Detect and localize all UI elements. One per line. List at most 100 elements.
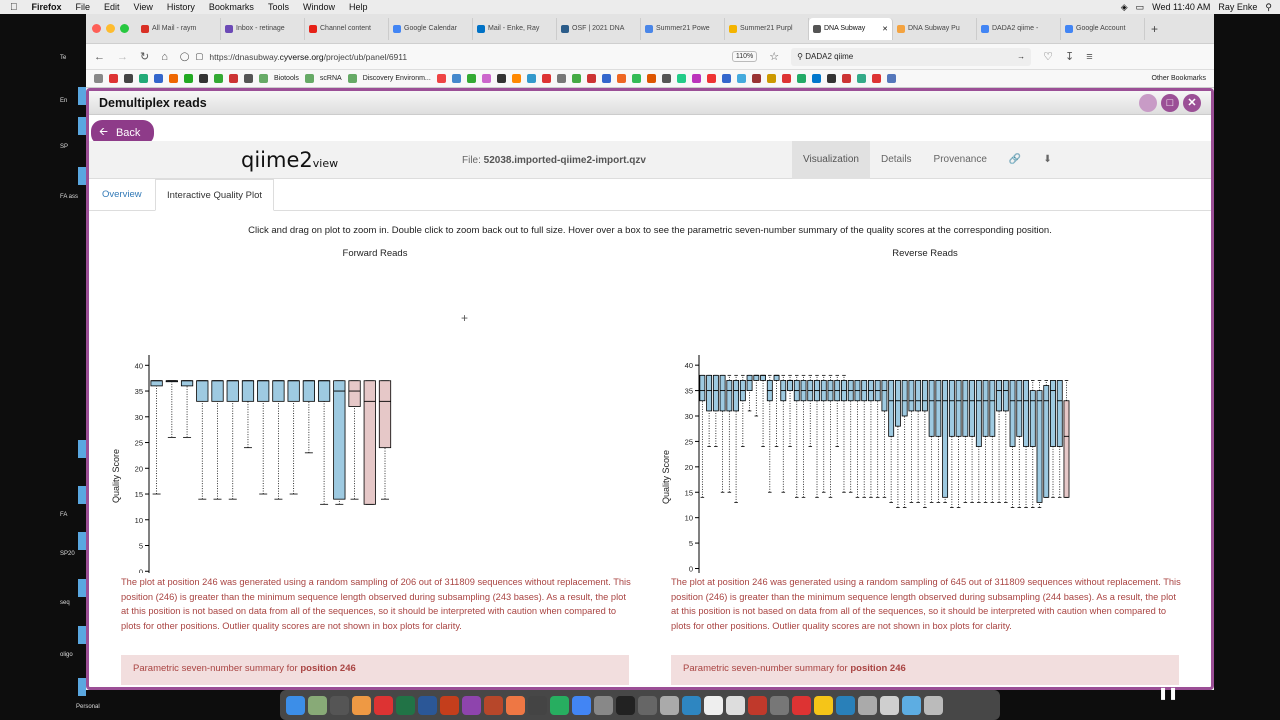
quality-box[interactable]: [348, 380, 361, 407]
desktop-label[interactable]: FA: [60, 512, 68, 518]
quality-box[interactable]: [948, 380, 955, 437]
maximize-window-icon[interactable]: [120, 24, 129, 33]
quality-box[interactable]: [942, 380, 949, 498]
quality-box[interactable]: [962, 380, 969, 437]
desktop-label[interactable]: Te: [60, 55, 67, 61]
maximize-panel-icon[interactable]: □: [1161, 93, 1179, 112]
dock-app-icon[interactable]: [616, 695, 635, 715]
dock-app-icon[interactable]: [880, 695, 899, 715]
quality-box[interactable]: [226, 380, 239, 402]
browser-tab[interactable]: Mail - Enke, Ray: [473, 17, 557, 40]
menu-window[interactable]: Window: [295, 2, 335, 12]
quality-box[interactable]: [726, 380, 733, 412]
dock-app-icon[interactable]: [484, 695, 503, 715]
dock-app-icon[interactable]: [902, 695, 921, 715]
bookmark-icon[interactable]: [751, 74, 761, 83]
dock-app-icon[interactable]: [396, 695, 415, 715]
go-arrow-icon[interactable]: →: [1017, 52, 1026, 61]
dock-app-icon[interactable]: [924, 695, 943, 715]
quality-box[interactable]: [746, 374, 753, 391]
browser-tab[interactable]: DNA Subway Pu: [893, 17, 977, 40]
quality-box[interactable]: [787, 380, 793, 391]
tab-provenance[interactable]: Provenance: [933, 154, 987, 165]
spotlight-icon[interactable]: ⚲: [1265, 1, 1272, 12]
quality-box[interactable]: [733, 380, 740, 412]
dock-app-icon[interactable]: [352, 695, 371, 715]
browser-tab[interactable]: Google Calendar: [389, 17, 473, 40]
dock-app-icon[interactable]: [726, 695, 745, 715]
tab-visualization[interactable]: Visualization: [792, 141, 870, 179]
bookmark-icon[interactable]: [109, 74, 118, 83]
bookmark-icon[interactable]: [841, 74, 851, 83]
quality-box[interactable]: [302, 380, 315, 402]
desktop-label[interactable]: SP20: [60, 551, 75, 557]
bookmark-icon[interactable]: [766, 74, 776, 83]
bookmark-icon[interactable]: [94, 74, 103, 83]
link-icon[interactable]: 🔗: [1008, 154, 1022, 165]
dock-app-icon[interactable]: [858, 695, 877, 715]
menu-bookmarks[interactable]: Bookmarks: [201, 2, 254, 12]
bookmark-icon[interactable]: [229, 74, 238, 83]
browser-tab[interactable]: Channel content: [305, 17, 389, 40]
bookmark-icon[interactable]: [481, 74, 491, 83]
desktop-file-icon[interactable]: [78, 626, 86, 644]
pocket-icon[interactable]: ♡: [1043, 51, 1054, 63]
bookmark-icon[interactable]: [556, 74, 566, 83]
downloads-icon[interactable]: ↧: [1065, 51, 1075, 63]
desktop-label[interactable]: oligo: [60, 652, 73, 658]
menu-history[interactable]: History: [159, 2, 195, 12]
quality-box[interactable]: [272, 380, 285, 402]
url-bar[interactable]: ◯ ▢ https://dnasubway.cyverse.org/projec…: [180, 51, 720, 62]
close-tab-icon[interactable]: ✕: [882, 25, 888, 33]
dock-app-icon[interactable]: [572, 695, 591, 715]
bookmark-item[interactable]: Discovery Environm...: [362, 75, 431, 82]
download-icon[interactable]: ⬇: [1043, 154, 1052, 165]
quality-box[interactable]: [196, 380, 209, 402]
dock-app-icon[interactable]: [770, 695, 789, 715]
dock-app-icon[interactable]: [814, 695, 833, 715]
quality-box[interactable]: [1036, 390, 1043, 503]
bookmark-icon[interactable]: [154, 74, 163, 83]
url-text[interactable]: https://dnasubway.cyverse.org/project/ub…: [209, 51, 408, 62]
tab-details[interactable]: Details: [880, 154, 912, 165]
minimize-panel-icon[interactable]: [1139, 93, 1157, 112]
dock-app-icon[interactable]: [330, 695, 349, 715]
browser-tab[interactable]: OSF | 2021 DNA: [557, 17, 641, 40]
quality-box[interactable]: [150, 380, 163, 387]
bookmark-star-icon[interactable]: ☆: [769, 51, 780, 63]
quality-box[interactable]: [699, 374, 706, 402]
dock-app-icon[interactable]: [374, 695, 393, 715]
dock-app-icon[interactable]: [440, 695, 459, 715]
menu-tools[interactable]: Tools: [260, 2, 289, 12]
browser-tab[interactable]: All Mail - raym: [137, 17, 221, 40]
reverse-summary-panel[interactable]: Parametric seven-number summary for posi…: [671, 655, 1179, 685]
home-icon[interactable]: ⌂: [161, 50, 168, 63]
desktop-file-icon[interactable]: [78, 167, 86, 185]
quality-box[interactable]: [241, 380, 255, 402]
bookmark-icon[interactable]: [706, 74, 716, 83]
bookmark-icon[interactable]: [526, 74, 536, 83]
new-tab-icon[interactable]: +: [1151, 21, 1159, 36]
quality-box[interactable]: [975, 380, 982, 447]
menu-file[interactable]: File: [68, 2, 91, 12]
menu-app[interactable]: Firefox: [24, 2, 62, 12]
quality-box[interactable]: [706, 374, 713, 412]
bookmark-icon[interactable]: [736, 74, 746, 83]
quality-box[interactable]: [180, 380, 194, 387]
quality-box[interactable]: [921, 380, 928, 412]
minimize-window-icon[interactable]: [106, 24, 115, 33]
browser-tab[interactable]: DNA Subway ✕: [809, 17, 893, 40]
bookmark-icon[interactable]: [886, 74, 896, 83]
desktop-label[interactable]: Personal: [76, 704, 100, 710]
desktop-file-icon[interactable]: [78, 486, 86, 504]
browser-tab[interactable]: Inbox - retinage: [221, 17, 305, 40]
back-button[interactable]: 🡨 Back: [91, 120, 155, 145]
dock-app-icon[interactable]: [638, 695, 657, 715]
bookmark-icon[interactable]: [826, 74, 836, 83]
bookmark-icon[interactable]: [871, 74, 881, 83]
bookmark-icon[interactable]: [571, 74, 581, 83]
dock-app-icon[interactable]: [748, 695, 767, 715]
quality-box[interactable]: [760, 374, 766, 381]
bookmark-icon[interactable]: [244, 74, 253, 83]
pause-icon[interactable]: ❚❚: [1158, 686, 1179, 700]
